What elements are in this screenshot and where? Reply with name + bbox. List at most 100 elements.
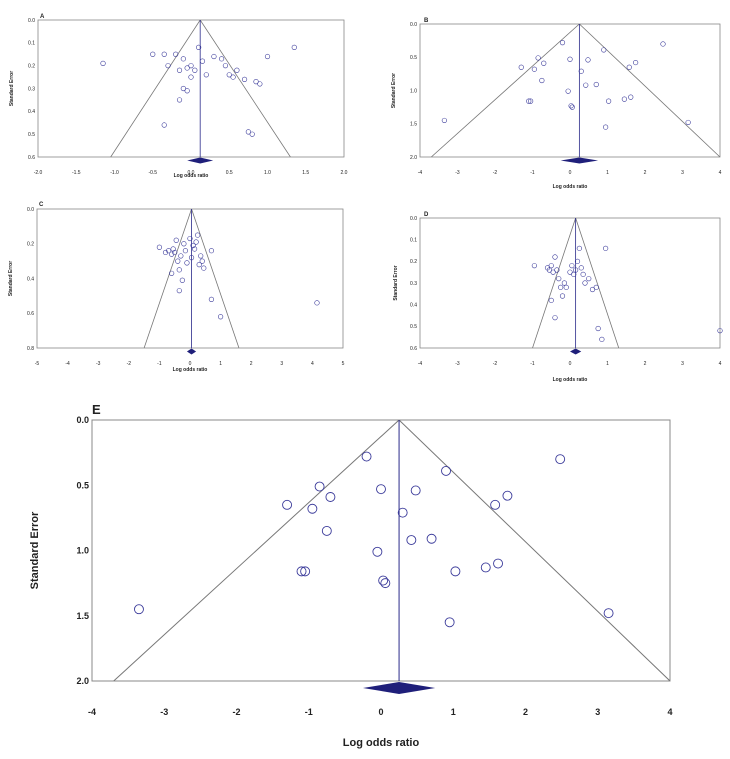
summary-diamond (186, 348, 197, 355)
study-point (580, 271, 586, 277)
y-tick-label: 1.0 (410, 88, 417, 94)
funnel-plot-e: -4 -3 -2 -1 0 1 2 3 4 0.0 0.5 1.0 1.5 2.0 Log odds rat… (29, 402, 673, 749)
funnel-left-line (532, 218, 577, 348)
x-tick-label: 2 (644, 170, 647, 176)
y-axis-label: Standard Error (393, 265, 399, 300)
study-point (161, 122, 167, 128)
study-point (490, 499, 501, 510)
funnel-plot-a: -2.0 -1.5 -1.0 -0.5 0.0 0.5 1.0 1.5 2.0 0.0 0.1 0.2… (9, 14, 348, 179)
y-axis-label: Standard Error (9, 71, 15, 106)
study-point (565, 88, 571, 94)
y-tick-label: 1.5 (410, 122, 417, 128)
x-tick-label: -1.5 (72, 170, 81, 176)
x-axis-label: Log odds ratio (174, 173, 209, 179)
study-point (176, 67, 183, 73)
study-point (193, 239, 199, 245)
study-point (426, 533, 437, 544)
study-point (187, 235, 193, 242)
study-point (603, 124, 609, 130)
panel-letter: D (424, 212, 429, 218)
study-point (176, 288, 182, 294)
study-point (593, 81, 599, 88)
study-point (161, 51, 167, 57)
study-point (578, 265, 584, 271)
plot-frame (36, 208, 344, 349)
study-point (376, 484, 386, 495)
study-point (606, 98, 612, 104)
y-tick-label: 0.5 (410, 324, 417, 330)
y-tick-label: 0.6 (410, 346, 417, 352)
study-point (361, 451, 372, 462)
x-axis-label: Log odds ratio (343, 737, 420, 749)
study-point (179, 277, 185, 283)
x-tick-label: -4 (418, 170, 423, 176)
study-point (569, 263, 575, 269)
panel-letter: E (92, 402, 101, 417)
study-point (621, 96, 627, 102)
plot-frame (419, 23, 721, 158)
study-point (208, 296, 215, 302)
study-point (173, 51, 179, 57)
study-point (241, 76, 248, 82)
study-point (191, 246, 198, 252)
x-tick-label: -3 (160, 707, 168, 717)
study-point (325, 492, 336, 502)
study-point (535, 55, 541, 61)
study-point (188, 63, 194, 69)
study-point (518, 64, 524, 70)
study-point (574, 258, 581, 264)
x-tick-label: -5 (35, 361, 40, 367)
study-point (567, 269, 573, 275)
study-point (175, 258, 181, 264)
study-point (589, 286, 596, 293)
study-point (444, 617, 455, 628)
panel-letter: B (424, 18, 429, 24)
study-point (552, 315, 558, 321)
study-point (406, 535, 417, 546)
study-point (253, 79, 259, 85)
study-point (599, 336, 605, 342)
study-point (450, 566, 461, 577)
study-point (582, 280, 588, 286)
study-point (397, 507, 408, 518)
study-point (184, 65, 190, 71)
study-point (218, 314, 224, 320)
study-point (201, 265, 207, 271)
study-point (222, 63, 229, 69)
x-tick-label: 1 (219, 361, 222, 367)
study-point (372, 546, 383, 557)
study-point (480, 562, 491, 573)
study-point (531, 66, 537, 72)
x-tick-label: -3 (455, 170, 460, 176)
x-tick-label: -0.5 (148, 170, 157, 176)
study-point (176, 267, 182, 273)
x-tick-label: 2.0 (341, 170, 348, 176)
x-tick-label: 1.0 (264, 170, 271, 176)
y-tick-label: 0.8 (27, 346, 34, 352)
y-tick-label: 0.3 (410, 281, 417, 287)
study-point (595, 325, 601, 332)
y-tick-label: 0.0 (410, 22, 417, 28)
study-point (199, 258, 205, 264)
study-point (170, 246, 176, 252)
study-point (568, 103, 574, 109)
study-point (626, 64, 632, 70)
x-tick-label: -3 (96, 361, 101, 367)
x-tick-label: 0 (569, 361, 572, 367)
x-tick-label: 4 (719, 361, 722, 367)
study-point (583, 82, 589, 88)
funnel-right-line (199, 20, 291, 157)
study-point (165, 63, 171, 69)
y-tick-label: 2.0 (410, 155, 417, 161)
x-tick-label: 0.0 (188, 170, 195, 176)
study-point (100, 60, 106, 66)
study-point (378, 575, 389, 586)
study-point (569, 104, 575, 110)
x-tick-label: 0 (189, 361, 192, 367)
study-point (230, 74, 236, 80)
funnel-left-line (143, 209, 192, 348)
y-tick-label: 0.2 (28, 63, 35, 69)
funnel-plot-d: -4 -3 -2 -1 0 1 2 3 4 0.0 0.1 0.2 0.3 0.4 0.5 0.6 Log od… (393, 212, 723, 383)
panel-letter: A (40, 14, 45, 20)
study-point (550, 269, 556, 275)
